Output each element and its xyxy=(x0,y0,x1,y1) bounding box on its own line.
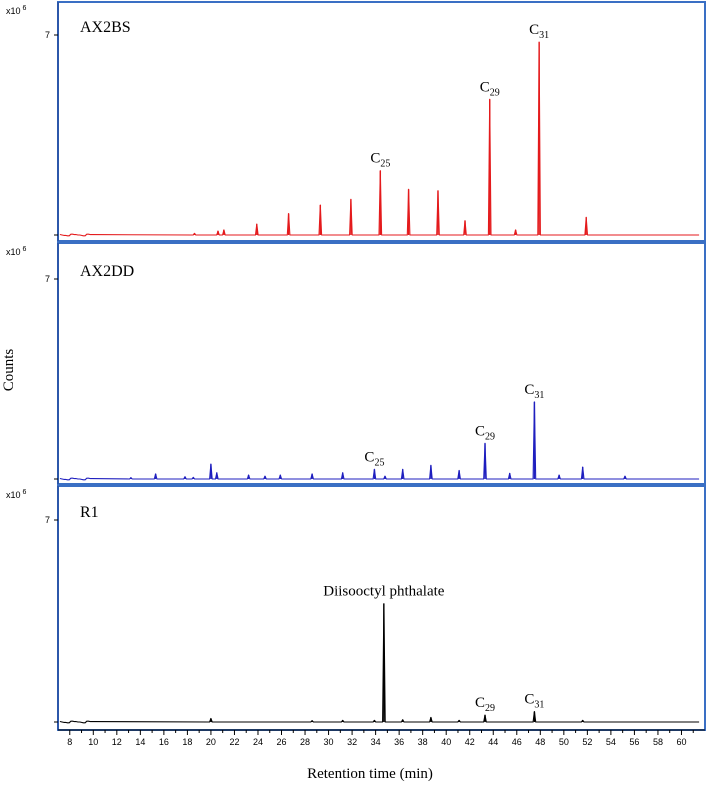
x-tick-label: 48 xyxy=(535,737,545,747)
x-tick-label: 30 xyxy=(324,737,334,747)
y-tick-label: 7 xyxy=(45,274,50,284)
peak-annotation: C25 xyxy=(364,449,384,468)
panel-r1: 7 x10 6 R1 Diisooctyl phthalate C29 C31 xyxy=(6,485,706,731)
peak-annotation: C29 xyxy=(475,695,495,714)
x-tick-label: 28 xyxy=(300,737,310,747)
x-tick-label: 34 xyxy=(371,737,381,747)
chart-panels: 7 x10 6 AX2BS C25 C29 C31 7 x10 6 AX2DD C25 C29 C31 7 x… xyxy=(6,1,706,731)
x-tick-label: 18 xyxy=(182,737,192,747)
x-tick-label: 26 xyxy=(277,737,287,747)
x-tick-label: 14 xyxy=(135,737,145,747)
scale-label: x10 6 xyxy=(6,489,27,500)
x-tick-label: 54 xyxy=(606,737,616,747)
x-tick-label: 42 xyxy=(465,737,475,747)
peak-annotation: C25 xyxy=(370,151,390,170)
x-tick-label: 52 xyxy=(582,737,592,747)
panel-title: R1 xyxy=(80,504,99,521)
peak-annotation: C31 xyxy=(524,382,544,401)
x-tick-label: 22 xyxy=(229,737,239,747)
x-tick-label: 10 xyxy=(88,737,98,747)
x-tick-label: 44 xyxy=(488,737,498,747)
x-tick-label: 58 xyxy=(653,737,663,747)
peak-annotation: C29 xyxy=(475,423,495,442)
peak-annotation: C29 xyxy=(480,79,500,98)
x-tick-label: 16 xyxy=(159,737,169,747)
peak-annotation: C31 xyxy=(529,22,549,41)
x-tick-label: 32 xyxy=(347,737,357,747)
scale-label: x10 6 xyxy=(6,246,27,257)
x-tick-label: 50 xyxy=(559,737,569,747)
x-tick-label: 8 xyxy=(67,737,72,747)
y-tick-label: 7 xyxy=(45,515,50,525)
x-tick-label: 38 xyxy=(418,737,428,747)
x-tick-label: 46 xyxy=(512,737,522,747)
x-tick-label: 12 xyxy=(112,737,122,747)
trace-line xyxy=(59,603,700,724)
panel-frame xyxy=(57,485,706,731)
y-axis-label: Counts xyxy=(1,349,17,392)
x-tick-label: 36 xyxy=(394,737,404,747)
panel-frame xyxy=(57,242,706,485)
x-tick-label: 56 xyxy=(629,737,639,747)
y-tick-label: 7 xyxy=(45,30,50,40)
peak-annotation: C31 xyxy=(524,692,544,711)
x-tick-label: 40 xyxy=(441,737,451,747)
peak-annotation: Diisooctyl phthalate xyxy=(323,584,445,600)
x-axis-label: Retention time (min) xyxy=(307,766,433,782)
panel-ax2dd: 7 x10 6 AX2DD C25 C29 C31 xyxy=(6,242,706,485)
panel-title: AX2DD xyxy=(80,263,134,280)
panel-title: AX2BS xyxy=(80,19,131,36)
scale-label: x10 6 xyxy=(6,5,27,16)
x-tick-label: 60 xyxy=(676,737,686,747)
panel-ax2bs: 7 x10 6 AX2BS C25 C29 C31 xyxy=(6,1,706,242)
x-tick-label: 20 xyxy=(206,737,216,747)
x-tick-label: 24 xyxy=(253,737,263,747)
x-axis: 8 10 12 14 16 18 20 22 24 26 28 30 32 34 36 38 40 42 44 46 4… xyxy=(58,729,705,747)
